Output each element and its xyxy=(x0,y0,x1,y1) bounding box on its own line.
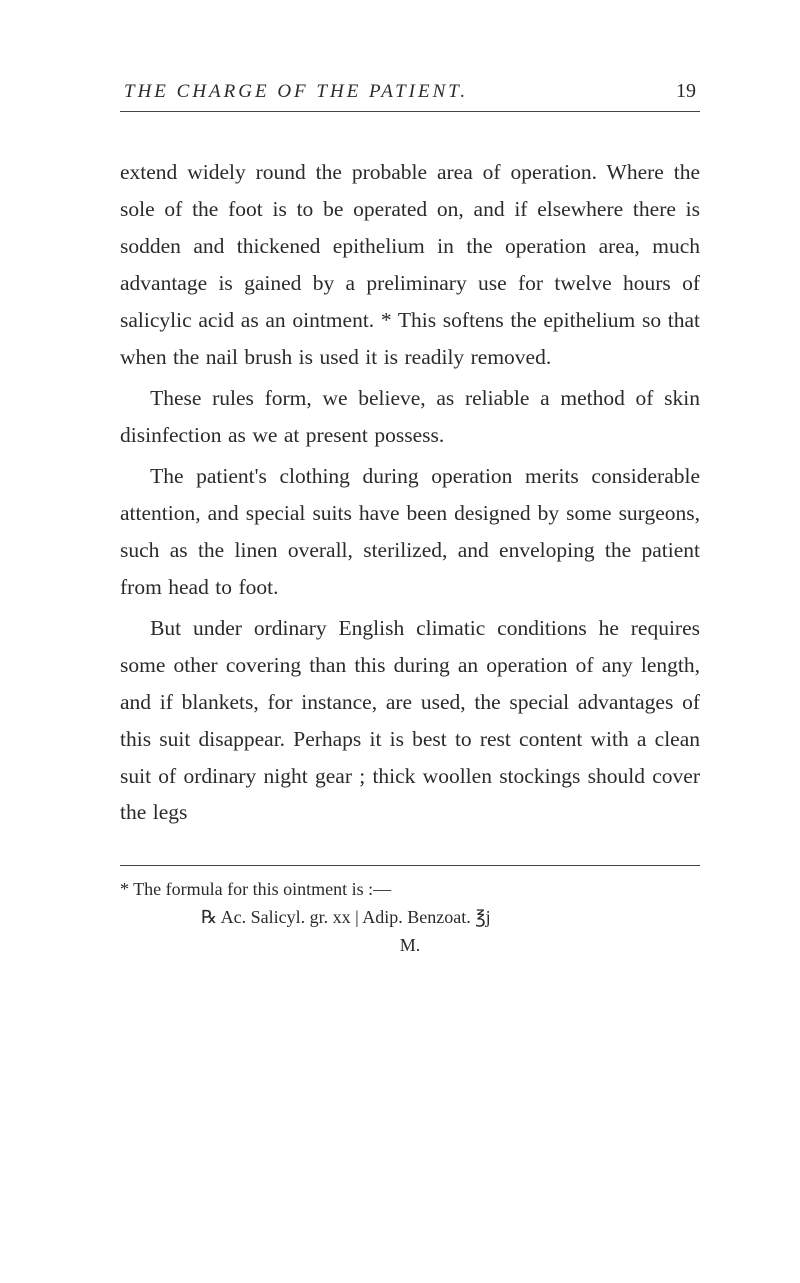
body-text: extend widely round the probable area of… xyxy=(120,154,700,831)
header-rule xyxy=(120,111,700,112)
footnote-rule xyxy=(120,865,700,866)
running-header: THE CHARGE OF THE PATIENT. 19 xyxy=(120,80,700,103)
page-number: 19 xyxy=(676,80,696,103)
footnote-line-1: * The formula for this ointment is :— xyxy=(120,876,700,904)
footnote: * The formula for this ointment is :— ℞ … xyxy=(120,876,700,960)
paragraph-3: The patient's clothing during operation … xyxy=(120,458,700,606)
paragraph-1: extend widely round the probable area of… xyxy=(120,154,700,376)
footnote-line-3: M. xyxy=(120,932,700,960)
paragraph-4: But under ordinary English climatic cond… xyxy=(120,610,700,832)
header-title: THE CHARGE OF THE PATIENT. xyxy=(124,81,468,103)
paragraph-2: These rules form, we believe, as reliabl… xyxy=(120,380,700,454)
page: THE CHARGE OF THE PATIENT. 19 extend wid… xyxy=(0,0,800,1283)
footnote-line-2: ℞ Ac. Salicyl. gr. xx | Adip. Benzoat. ℥… xyxy=(120,904,700,932)
